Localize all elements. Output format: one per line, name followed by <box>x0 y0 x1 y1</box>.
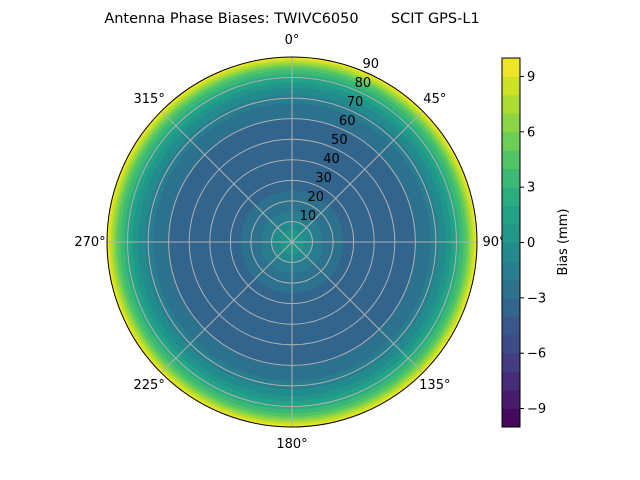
colorbar-band <box>502 150 520 170</box>
radial-tick-label: 50 <box>331 133 348 148</box>
radial-tick-label: 70 <box>347 95 364 110</box>
colorbar-band <box>502 408 520 428</box>
colorbar-band <box>502 371 520 391</box>
colorbar-band <box>502 113 520 133</box>
theta-tick-label: 270° <box>74 235 105 250</box>
colorbar-tick-label: 9 <box>527 70 535 85</box>
colorbar-tick-label: −9 <box>527 402 546 417</box>
chart-title: Antenna Phase Biases: TWIVC6050 SCIT GPS… <box>104 11 479 27</box>
colorbar-band <box>502 297 520 317</box>
colorbar-band <box>502 279 520 299</box>
radial-tick-label: 40 <box>323 152 340 167</box>
colorbar: −9 −6 −3 0 3 6 9 Bias (mm) <box>501 57 571 428</box>
colorbar-band <box>502 168 520 188</box>
radial-tick-label: 60 <box>339 114 356 129</box>
angular-gridline <box>291 110 424 243</box>
colorbar-band <box>502 94 520 114</box>
axis-labels: 0° 45° 90° 135° 180° 225° 270° 315° 10 20 30 40 50 60… <box>74 33 505 452</box>
theta-tick-label: 315° <box>134 92 165 107</box>
theta-tick-label: 90° <box>482 235 505 250</box>
colorbar-band <box>502 131 520 151</box>
colorbar-tick-label: 6 <box>527 125 535 140</box>
colorbar-band <box>502 224 520 243</box>
theta-tick-label: 180° <box>276 437 307 452</box>
colorbar-band <box>502 187 520 207</box>
colorbar-label: Bias (mm) <box>556 209 571 276</box>
polar-grid <box>106 56 478 428</box>
theta-tick-label: 0° <box>285 33 300 48</box>
radial-tick-label: 10 <box>300 209 317 224</box>
colorbar-tick-label: −6 <box>527 347 546 362</box>
theta-tick-label: 135° <box>419 378 450 393</box>
radial-tick-label: 30 <box>315 171 332 186</box>
theta-tick-label: 45° <box>423 92 446 107</box>
colorbar-band <box>502 334 520 354</box>
angular-gridline <box>160 110 293 243</box>
colorbar-tick-label: −3 <box>527 291 546 306</box>
colorbar-band <box>502 260 520 280</box>
polar-frame <box>106 56 478 428</box>
colorbar-band <box>502 242 520 262</box>
angular-gridline <box>291 241 424 374</box>
colorbar-band <box>502 316 520 336</box>
colorbar-band <box>502 390 520 410</box>
radial-tick-label: 90 <box>363 57 380 72</box>
colorbar-tick-label: 0 <box>527 236 535 251</box>
colorbar-band <box>502 58 520 77</box>
colorbar-band <box>502 353 520 373</box>
radial-tick-label: 20 <box>307 190 324 205</box>
angular-gridline <box>160 241 293 374</box>
theta-tick-label: 225° <box>134 378 165 393</box>
colorbar-band <box>502 205 520 225</box>
colorbar-band <box>502 76 520 96</box>
colorbar-tick-label: 3 <box>527 181 535 196</box>
radial-tick-label: 80 <box>355 76 372 91</box>
